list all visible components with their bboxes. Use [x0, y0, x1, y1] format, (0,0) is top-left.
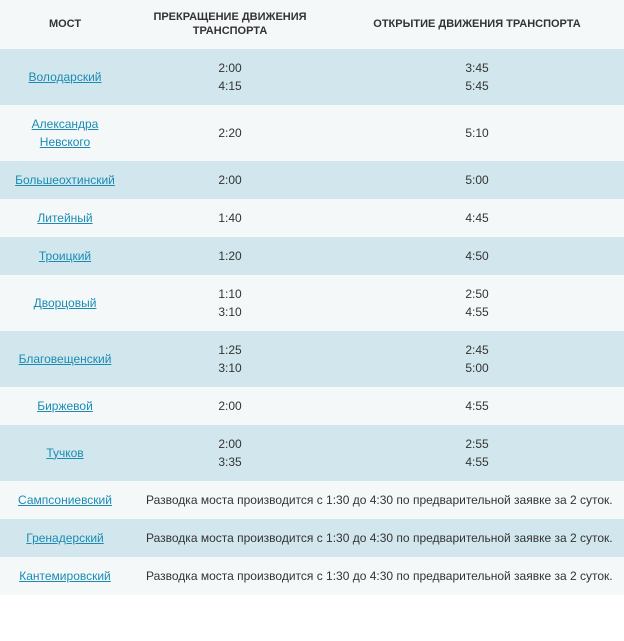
bridge-link[interactable]: Гренадерский: [26, 531, 103, 545]
open-time-cell: 4:55: [330, 387, 624, 425]
header-row: МОСТ ПРЕКРАЩЕНИЕ ДВИЖЕНИЯ ТРАНСПОРТА ОТК…: [0, 0, 624, 49]
close-time-cell: 2:004:15: [130, 49, 330, 105]
close-time-cell: 2:20: [130, 105, 330, 161]
bridge-note-cell: Разводка моста производится с 1:30 до 4:…: [130, 481, 624, 519]
bridge-link[interactable]: Троицкий: [39, 249, 91, 263]
table-row: Володарский 2:004:153:455:45: [0, 49, 624, 105]
bridge-name-cell: Биржевой: [0, 387, 130, 425]
bridge-link[interactable]: Володарский: [29, 70, 102, 84]
bridge-link[interactable]: Литейный: [37, 211, 92, 225]
open-time-cell: 2:504:55: [330, 275, 624, 331]
bridge-name-cell: Большеохтинский: [0, 161, 130, 199]
bridge-name-cell: Сампсониевский: [0, 481, 130, 519]
open-time-cell: 5:00: [330, 161, 624, 199]
table-body: Володарский2:004:153:455:45АлександраНев…: [0, 49, 624, 595]
bridge-schedule-table: МОСТ ПРЕКРАЩЕНИЕ ДВИЖЕНИЯ ТРАНСПОРТА ОТК…: [0, 0, 624, 595]
col-open-header: ОТКРЫТИЕ ДВИЖЕНИЯ ТРАНСПОРТА: [330, 0, 624, 49]
table-row: Сампсониевский Разводка моста производитс…: [0, 481, 624, 519]
table-row: Троицкий 1:204:50: [0, 237, 624, 275]
bridge-name-cell: Тучков: [0, 425, 130, 481]
bridge-name-cell: Володарский: [0, 49, 130, 105]
close-time-cell: 1:20: [130, 237, 330, 275]
bridge-link[interactable]: Дворцовый: [34, 296, 97, 310]
close-time-cell: 2:00: [130, 161, 330, 199]
bridge-name-cell: Троицкий: [0, 237, 130, 275]
bridge-name-cell: Гренадерский: [0, 519, 130, 557]
close-time-cell: 2:003:35: [130, 425, 330, 481]
col-bridge-header: МОСТ: [0, 0, 130, 49]
bridge-link[interactable]: Кантемировский: [19, 569, 111, 583]
close-time-cell: 2:00: [130, 387, 330, 425]
open-time-cell: 4:45: [330, 199, 624, 237]
table-row: Гренадерский Разводка моста производится …: [0, 519, 624, 557]
close-time-cell: 1:253:10: [130, 331, 330, 387]
table-row: Биржевой 2:004:55: [0, 387, 624, 425]
table-row: Благовещенский 1:253:102:455:00: [0, 331, 624, 387]
bridge-name-cell: Литейный: [0, 199, 130, 237]
open-time-cell: 2:455:00: [330, 331, 624, 387]
bridge-note-cell: Разводка моста производится с 1:30 до 4:…: [130, 519, 624, 557]
bridge-link[interactable]: Тучков: [46, 446, 83, 460]
bridge-name-cell: АлександраНевского: [0, 105, 130, 161]
col-close-header: ПРЕКРАЩЕНИЕ ДВИЖЕНИЯ ТРАНСПОРТА: [130, 0, 330, 49]
bridge-link[interactable]: Благовещенский: [19, 352, 112, 366]
bridge-link[interactable]: Сампсониевский: [18, 493, 112, 507]
table-row: Литейный 1:404:45: [0, 199, 624, 237]
open-time-cell: 3:455:45: [330, 49, 624, 105]
open-time-cell: 2:554:55: [330, 425, 624, 481]
bridge-link[interactable]: Биржевой: [37, 399, 93, 413]
close-time-cell: 1:103:10: [130, 275, 330, 331]
open-time-cell: 4:50: [330, 237, 624, 275]
bridge-link[interactable]: Большеохтинский: [15, 173, 115, 187]
bridge-note-cell: Разводка моста производится с 1:30 до 4:…: [130, 557, 624, 595]
table-row: Дворцовый 1:103:102:504:55: [0, 275, 624, 331]
table-row: АлександраНевского 2:205:10: [0, 105, 624, 161]
open-time-cell: 5:10: [330, 105, 624, 161]
table-row: Тучков 2:003:352:554:55: [0, 425, 624, 481]
bridge-name-cell: Благовещенский: [0, 331, 130, 387]
close-time-cell: 1:40: [130, 199, 330, 237]
table-row: Большеохтинский 2:005:00: [0, 161, 624, 199]
bridge-name-cell: Кантемировский: [0, 557, 130, 595]
bridge-link[interactable]: АлександраНевского: [32, 117, 99, 149]
bridge-name-cell: Дворцовый: [0, 275, 130, 331]
table-row: Кантемировский Разводка моста производитс…: [0, 557, 624, 595]
